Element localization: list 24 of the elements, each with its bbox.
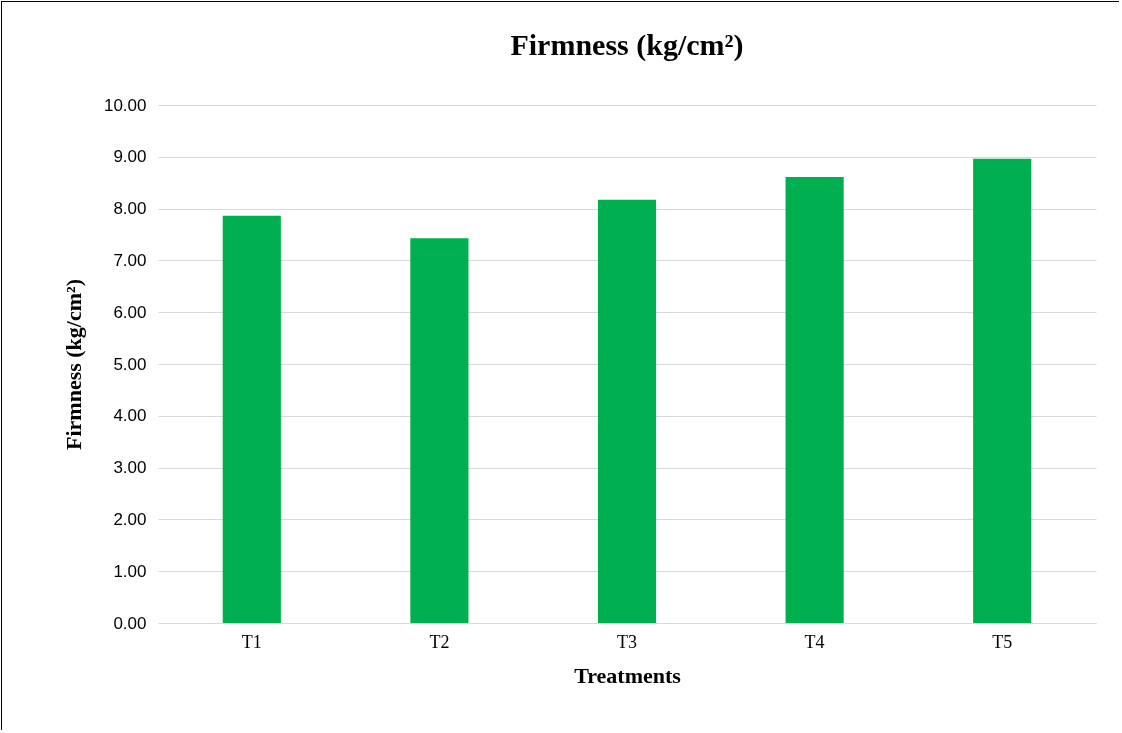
bar: [973, 158, 1032, 623]
y-tick-label: 5.00: [113, 354, 147, 374]
bar: [785, 177, 844, 623]
x-tick-label: T3: [617, 631, 637, 652]
bar: [222, 215, 281, 623]
chart-title: Firmness (kg/cm²): [510, 28, 744, 62]
y-tick-label: 4.00: [113, 406, 147, 426]
bar: [410, 238, 469, 623]
y-tick-label: 2.00: [113, 509, 147, 529]
y-tick-label: 3.00: [113, 458, 147, 478]
y-tick-label: 7.00: [113, 250, 147, 270]
x-axis-title: Treatments: [574, 662, 682, 688]
y-tick-label: 1.00: [113, 561, 147, 581]
x-tick-label: T1: [241, 631, 262, 652]
y-tick-label: 10.00: [103, 95, 147, 115]
y-axis-title: Firmness (kg/cm²): [60, 279, 86, 450]
x-tick-label: T2: [429, 631, 450, 652]
y-tick-label: 6.00: [113, 302, 147, 322]
y-tick-label: 8.00: [113, 199, 147, 219]
y-tick-label: 0.00: [113, 613, 147, 633]
x-tick-label: T5: [992, 631, 1013, 652]
y-tick-label: 9.00: [113, 147, 147, 167]
bar: [597, 199, 657, 623]
x-tick-label: T4: [804, 631, 825, 652]
